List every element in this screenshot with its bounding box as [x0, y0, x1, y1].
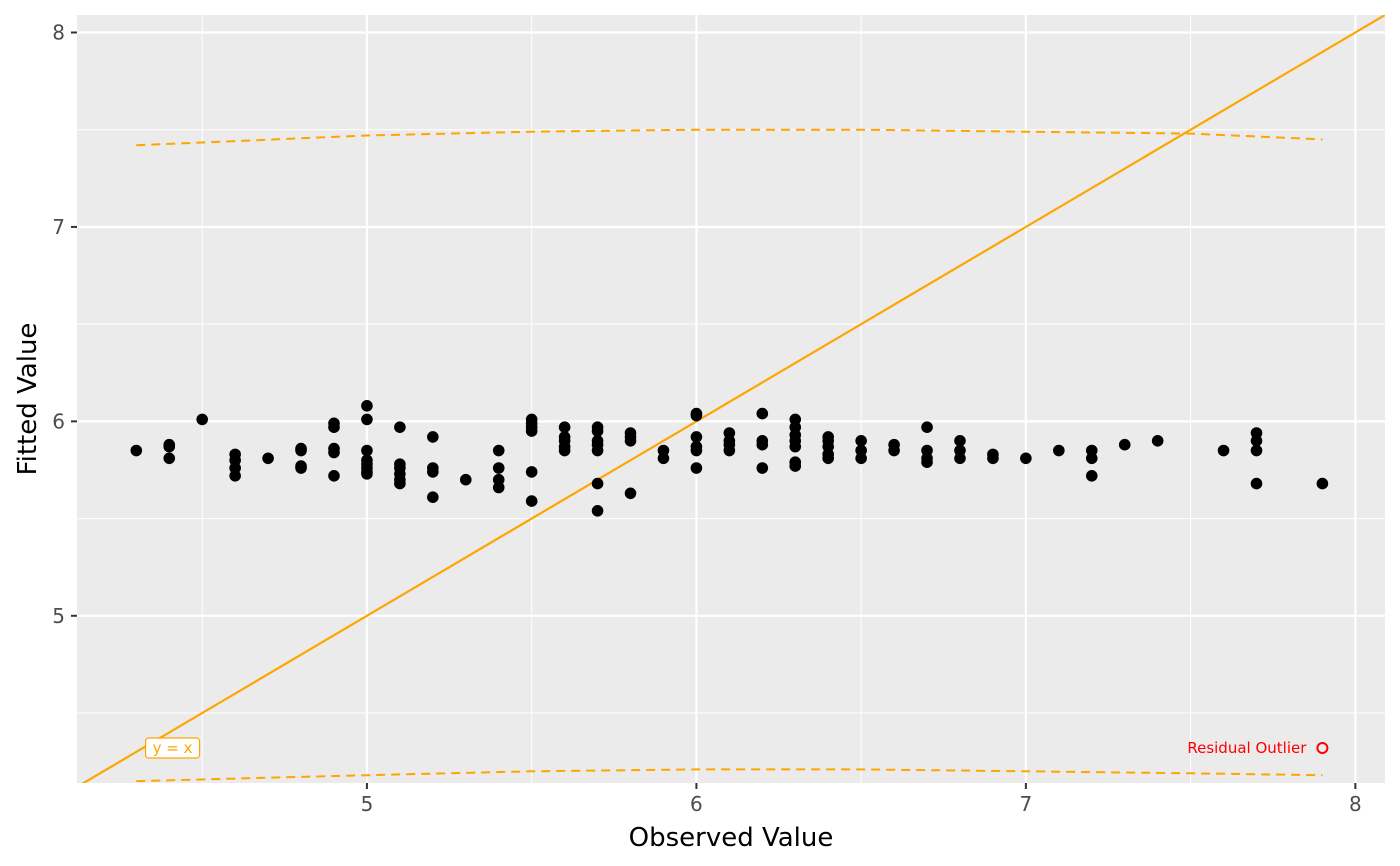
data-point	[295, 442, 307, 455]
data-point	[361, 400, 373, 412]
data-point	[690, 409, 703, 422]
data-point	[394, 477, 406, 490]
data-points	[130, 400, 1329, 517]
data-point	[822, 452, 834, 465]
data-point	[690, 444, 703, 457]
data-point	[130, 444, 143, 457]
data-point	[921, 421, 933, 433]
data-point	[690, 431, 703, 443]
data-point	[1020, 452, 1032, 465]
data-point	[591, 504, 604, 517]
data-point	[756, 407, 769, 420]
reference-line	[81, 15, 1385, 783]
data-point	[690, 462, 703, 474]
y-equals-x-label: y = x	[144, 737, 201, 759]
data-point	[987, 452, 999, 465]
data-point	[328, 470, 340, 482]
data-point	[1250, 444, 1263, 457]
data-point	[1250, 477, 1263, 490]
data-point	[163, 438, 176, 451]
data-point	[558, 421, 571, 433]
y-axis-ticks: 5 6 7 8	[52, 20, 77, 628]
data-point	[789, 460, 802, 472]
data-point	[1250, 435, 1263, 447]
outlier-label: Residual Outlier	[1187, 739, 1307, 757]
data-point	[558, 444, 571, 457]
data-point	[954, 452, 966, 465]
y-tick-label: 7	[52, 215, 65, 239]
data-point	[427, 466, 439, 478]
data-point	[591, 444, 604, 457]
data-point	[591, 425, 604, 437]
y-tick-label: 6	[52, 409, 65, 433]
data-point	[328, 446, 340, 459]
x-tick-label: 8	[1349, 792, 1362, 816]
data-point	[1053, 444, 1065, 457]
data-point	[1316, 477, 1329, 490]
data-point	[163, 452, 176, 465]
data-point	[855, 452, 867, 465]
data-point	[525, 425, 538, 437]
data-point	[1118, 438, 1131, 451]
data-point	[624, 435, 637, 447]
data-point	[492, 481, 505, 494]
band-lower-line	[136, 768, 1323, 783]
data-point	[888, 444, 900, 457]
data-point	[361, 444, 373, 457]
data-point	[361, 413, 373, 426]
x-tick-label: 6	[690, 792, 703, 816]
data-point	[756, 462, 769, 474]
data-point	[921, 456, 933, 468]
data-point	[1085, 452, 1098, 465]
data-point	[262, 452, 274, 465]
data-point	[954, 435, 966, 447]
data-point	[525, 495, 538, 507]
x-axis-title: Observed Value	[629, 823, 834, 853]
data-point	[525, 466, 538, 478]
data-point	[427, 491, 439, 503]
annotations: y = x Residual Outlier	[144, 737, 1329, 759]
y-equals-x-label-box	[144, 737, 201, 759]
data-point	[492, 444, 505, 457]
prediction-band	[136, 128, 1323, 783]
data-point	[789, 440, 802, 453]
data-point	[492, 462, 505, 474]
y-tick-label: 5	[52, 604, 65, 628]
major-gridlines	[77, 15, 1385, 783]
y-tick-label: 8	[52, 20, 65, 44]
y-equals-x-label-text: y = x	[153, 739, 193, 757]
data-point	[361, 468, 373, 480]
data-point	[723, 444, 736, 457]
data-point	[1151, 435, 1164, 447]
data-point	[1085, 470, 1098, 482]
data-point	[459, 473, 472, 486]
data-point	[624, 487, 637, 500]
data-point	[855, 435, 867, 447]
y-axis-title: Fitted Value	[13, 323, 43, 476]
data-point	[756, 438, 769, 451]
data-point	[394, 421, 406, 433]
band-upper-line	[136, 128, 1323, 147]
data-point	[295, 462, 307, 474]
data-point	[328, 421, 340, 433]
x-tick-label: 5	[361, 792, 374, 816]
data-point	[229, 470, 241, 482]
y-equals-x-line	[81, 15, 1385, 783]
outlier-marker	[1316, 742, 1329, 755]
data-point	[1217, 444, 1230, 457]
data-point	[196, 413, 208, 426]
x-tick-label: 7	[1020, 792, 1033, 816]
data-point	[591, 477, 604, 490]
x-axis-ticks: 5 6 7 8	[361, 783, 1362, 816]
data-point	[427, 431, 439, 443]
data-point	[657, 452, 670, 465]
